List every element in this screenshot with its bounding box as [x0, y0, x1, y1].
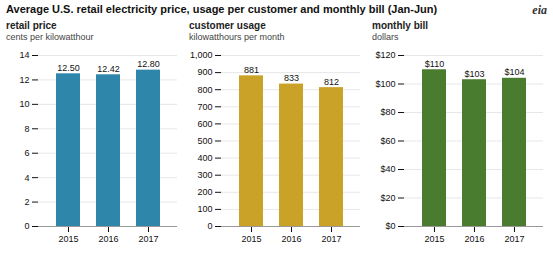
svg-text:12: 12	[19, 75, 29, 85]
svg-text:4: 4	[24, 173, 29, 183]
svg-text:500: 500	[197, 136, 212, 146]
svg-text:0: 0	[207, 221, 212, 231]
svg-text:8: 8	[24, 124, 29, 134]
svg-text:2015: 2015	[424, 234, 444, 244]
svg-text:12.80: 12.80	[137, 59, 160, 69]
html-text:monthly bill: monthly bill	[372, 20, 429, 31]
html-text:eia: eia	[532, 3, 547, 17]
svg-text:2017: 2017	[504, 234, 524, 244]
svg-text:200: 200	[197, 187, 212, 197]
svg-text:800: 800	[197, 85, 212, 95]
svg-text:$120: $120	[375, 50, 395, 60]
svg-text:$20: $20	[380, 193, 395, 203]
svg-text:881: 881	[244, 65, 259, 75]
svg-text:700: 700	[197, 102, 212, 112]
svg-text:0: 0	[24, 221, 29, 231]
svg-text:2016: 2016	[464, 234, 484, 244]
svg-text:$60: $60	[380, 136, 395, 146]
svg-text:1,000: 1,000	[190, 50, 213, 60]
svg-text:2016: 2016	[98, 234, 118, 244]
svg-text:900: 900	[197, 67, 212, 77]
svg-text:12.42: 12.42	[97, 64, 120, 74]
svg-text:600: 600	[197, 119, 212, 129]
svg-text:6: 6	[24, 148, 29, 158]
svg-text:$80: $80	[380, 107, 395, 117]
svg-text:2: 2	[24, 197, 29, 207]
html-text:kilowatthours per month: kilowatthours per month	[189, 32, 285, 42]
html-text:Average U.S. retail electricit: Average U.S. retail electricity price, u…	[6, 3, 438, 15]
svg-text:10: 10	[19, 99, 29, 109]
svg-text:$110: $110	[425, 59, 444, 69]
svg-text:300: 300	[197, 170, 212, 180]
svg-text:400: 400	[197, 153, 212, 163]
svg-text:100: 100	[197, 204, 212, 214]
svg-text:2017: 2017	[321, 234, 341, 244]
svg-text:14: 14	[19, 50, 29, 60]
svg-text:$100: $100	[375, 79, 395, 89]
html-text:retail price: retail price	[6, 20, 57, 31]
svg-text:812: 812	[324, 77, 339, 87]
svg-text:$40: $40	[380, 164, 395, 174]
html-text:customer usage: customer usage	[189, 20, 266, 31]
svg-text:2016: 2016	[281, 234, 301, 244]
html-text:cents per kilowatthour: cents per kilowatthour	[6, 32, 94, 42]
svg-text:$104: $104	[504, 67, 524, 77]
svg-text:2015: 2015	[241, 234, 261, 244]
svg-text:$103: $103	[464, 69, 484, 79]
svg-text:12.50: 12.50	[57, 63, 80, 73]
svg-text:2015: 2015	[58, 234, 78, 244]
svg-text:2017: 2017	[138, 234, 158, 244]
html-text:dollars: dollars	[372, 32, 399, 42]
svg-text:$0: $0	[385, 221, 395, 231]
svg-text:833: 833	[284, 73, 299, 83]
